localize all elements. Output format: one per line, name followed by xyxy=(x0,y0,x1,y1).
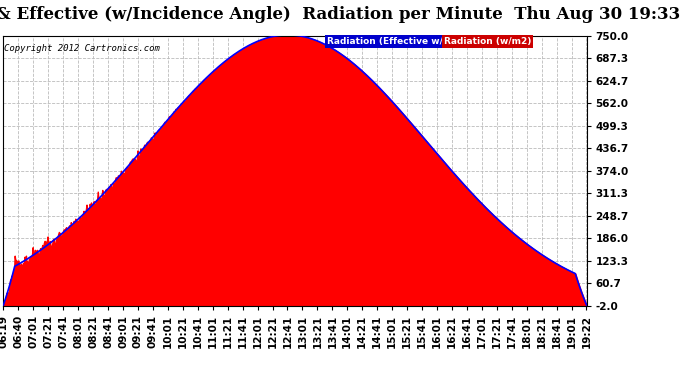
Text: Radiation (w/m2): Radiation (w/m2) xyxy=(444,37,531,46)
Text: Copyright 2012 Cartronics.com: Copyright 2012 Cartronics.com xyxy=(4,44,160,53)
Text: Solar & Effective (w/Incidence Angle)  Radiation per Minute  Thu Aug 30 19:33: Solar & Effective (w/Incidence Angle) Ra… xyxy=(0,6,680,22)
Text: Radiation (Effective w/m2): Radiation (Effective w/m2) xyxy=(327,37,463,46)
